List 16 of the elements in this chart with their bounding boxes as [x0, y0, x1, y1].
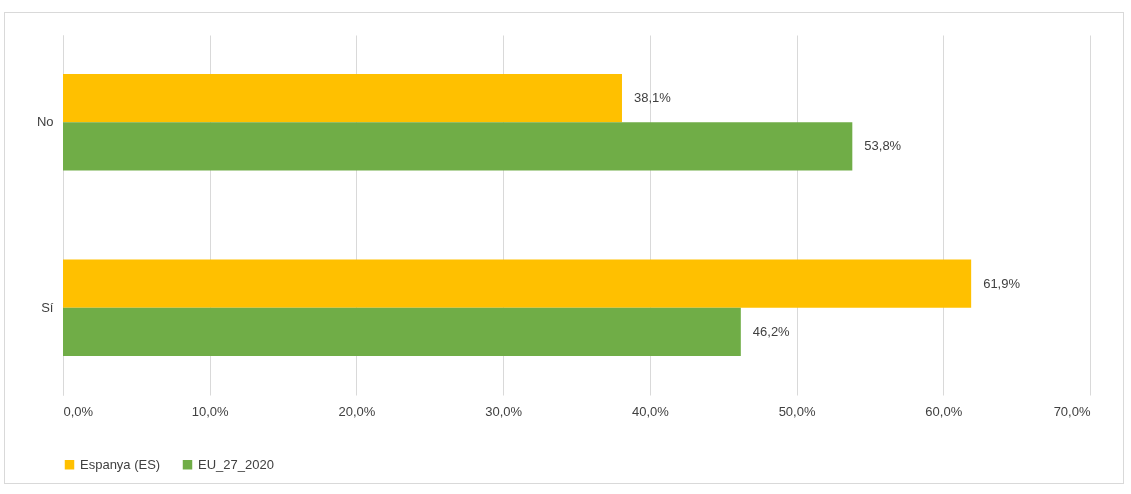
x-tick-label: 30,0%: [485, 403, 523, 419]
legend-label: EU_27_2020: [198, 456, 274, 472]
data-label: 38,1%: [633, 90, 672, 106]
x-tick-label: 40,0%: [631, 403, 670, 419]
x-tick-label: 60,0%: [925, 403, 963, 419]
data-label: 61,9%: [983, 275, 1021, 291]
y-tick-label: No: [36, 114, 54, 130]
data-label: 46,2%: [752, 323, 791, 339]
y-tick-label: Sí: [41, 299, 54, 315]
data-label: 53,8%: [864, 138, 902, 154]
x-tick-label: 70,0%: [1053, 403, 1091, 419]
legend-label: Espanya (ES): [80, 456, 161, 472]
x-tick-label: 10,0%: [191, 403, 230, 419]
x-tick-label: 50,0%: [778, 403, 816, 419]
x-tick-label: 20,0%: [338, 403, 376, 419]
x-tick-label: 0,0%: [63, 403, 94, 419]
